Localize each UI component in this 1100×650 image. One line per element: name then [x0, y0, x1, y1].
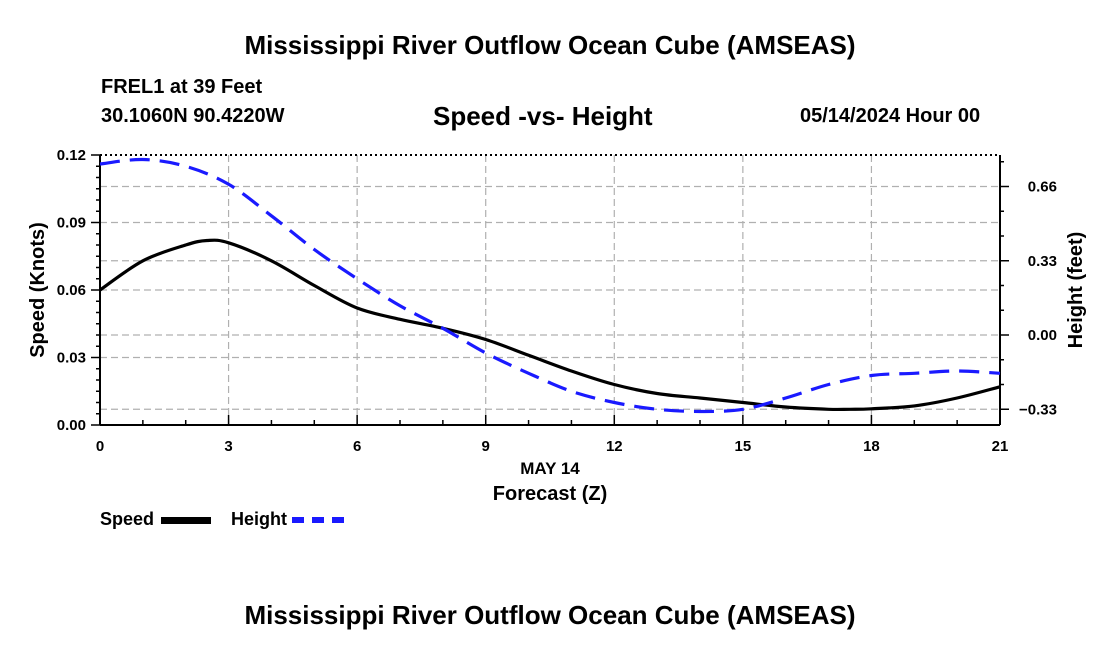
x-tick-label: 15 [735, 438, 752, 455]
legend-speed: Speed [100, 509, 212, 530]
legend-speed-label: Speed [100, 509, 155, 529]
x-tick-label: 12 [606, 438, 623, 455]
legend-speed-swatch [161, 516, 212, 524]
x-tick-label: 18 [863, 438, 880, 455]
y2-tick-label: 0.33 [1028, 253, 1057, 270]
labels-layer: 0 3 6 9 12 15 18 21 0.00 0.03 0.06 0.09 0.12 −0.33 0.0… [27, 147, 1087, 505]
y-tick-label: 0.03 [57, 350, 86, 367]
x-tick-label: 0 [96, 438, 104, 455]
x-axis-date: MAY 14 [520, 459, 580, 478]
y2-axis-title: Height (feet) [1065, 232, 1087, 349]
legend-height-label: Height [231, 509, 287, 529]
station-label: FREL1 at 39 Feet [101, 76, 263, 98]
y-tick-label: 0.00 [57, 417, 86, 434]
chart-subtitle: Speed -vs- Height [433, 101, 653, 131]
y-tick-label: 0.09 [57, 215, 86, 232]
x-axis-title: Forecast (Z) [493, 483, 607, 505]
forecast-datetime: 05/14/2024 Hour 00 [800, 105, 981, 127]
y-axis-title: Speed (Knots) [27, 222, 49, 358]
y-tick-label: 0.06 [57, 282, 86, 299]
grid-layer [100, 155, 1000, 425]
speed-series-line [99, 238, 1001, 412]
x-tick-label: 21 [992, 438, 1009, 455]
x-tick-label: 3 [224, 438, 232, 455]
y2-tick-label: −0.33 [1019, 401, 1057, 418]
main-title: Mississippi River Outflow Ocean Cube (AM… [244, 30, 856, 60]
legend-height: Height [231, 509, 345, 530]
y2-tick-label: 0.66 [1028, 179, 1057, 196]
y-tick-label: 0.12 [57, 147, 86, 164]
legend-height-swatch [292, 517, 345, 524]
y2-tick-label: 0.00 [1028, 327, 1057, 344]
height-series-line [99, 157, 1001, 414]
series-layer [99, 157, 1001, 414]
x-tick-label: 6 [353, 438, 361, 455]
x-tick-label: 9 [482, 438, 490, 455]
coordinates-label: 30.1060N 90.4220W [101, 105, 285, 127]
footer-title: Mississippi River Outflow Ocean Cube (AM… [244, 600, 856, 630]
